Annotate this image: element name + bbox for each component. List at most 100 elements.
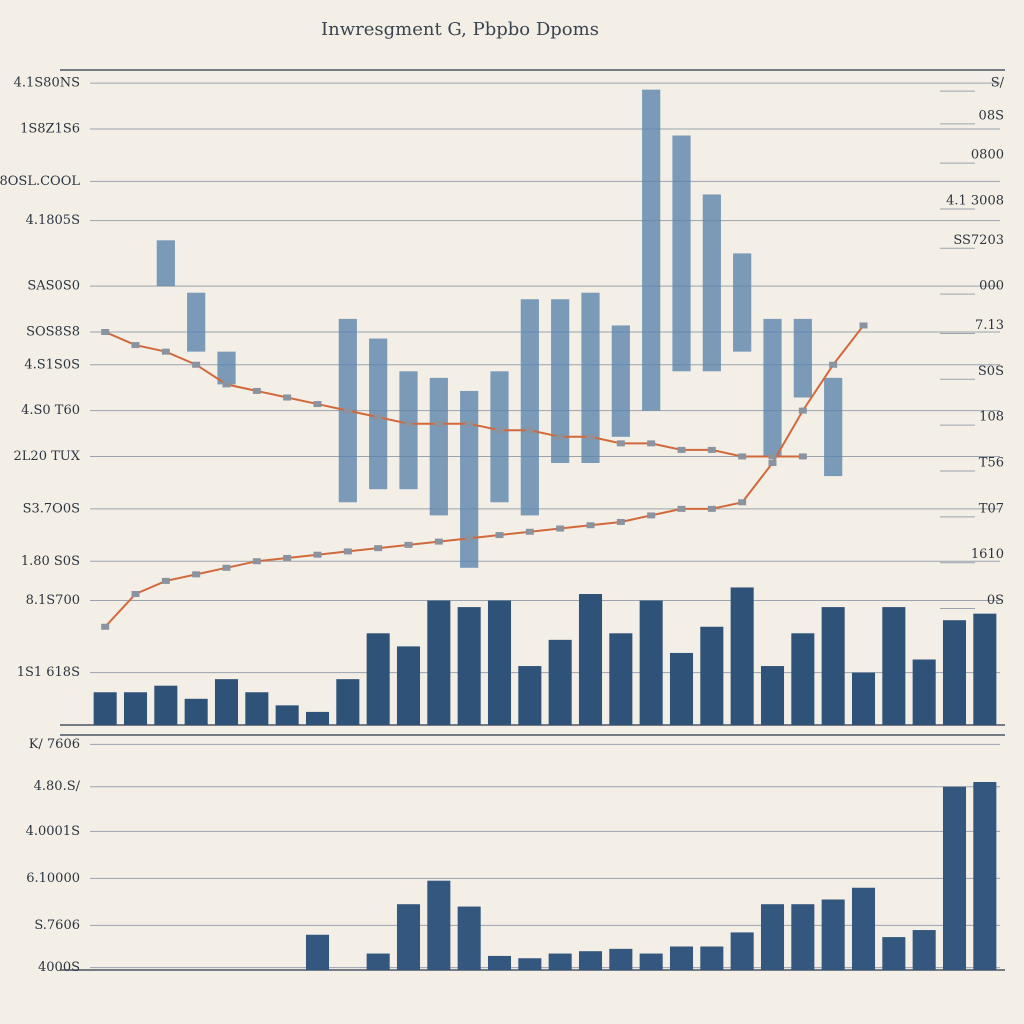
bar (548, 639, 572, 725)
line-point (768, 453, 777, 460)
line (104, 324, 865, 628)
line-point (829, 361, 838, 368)
line-point (192, 571, 201, 578)
line-point (343, 407, 352, 414)
bar (760, 904, 785, 970)
bar (518, 958, 542, 970)
bar (609, 633, 633, 725)
y2-tick-label: 4.1 3008 (946, 194, 1004, 209)
line-point (404, 420, 413, 427)
y-tick-label: 4.80.S/ (34, 779, 81, 794)
bar (366, 953, 390, 970)
bar (427, 600, 451, 725)
line-point (222, 381, 231, 388)
line-point (768, 460, 777, 466)
y2-tick-label: 0S (987, 593, 1004, 608)
bar (791, 633, 815, 725)
bar (639, 600, 663, 725)
bar (396, 646, 421, 725)
line (104, 331, 803, 458)
y-tick-label: 4.1S80NS (14, 76, 80, 91)
line-point (222, 564, 231, 571)
y-tick-label: 8.1S700 (26, 593, 80, 608)
bar (942, 620, 967, 725)
line-point (616, 440, 625, 447)
range-bar (642, 89, 661, 411)
bar (487, 600, 512, 725)
bar (487, 955, 512, 970)
bar (639, 953, 663, 970)
line-point (434, 420, 443, 427)
line-point (586, 522, 595, 529)
bar (245, 692, 269, 725)
y2-tick-label: 7.13 (975, 318, 1004, 333)
bar (366, 633, 390, 725)
y2-tick-label: S0S (978, 364, 1004, 379)
y-tick-label: 4.0001S (26, 824, 80, 839)
line-point (374, 414, 383, 421)
range-bar (520, 299, 539, 516)
line-point (586, 433, 595, 440)
y-tick-label: 1S8Z1S6 (20, 121, 80, 136)
line-point (556, 525, 565, 532)
range-bar (763, 318, 782, 457)
bar (942, 786, 967, 970)
bar (275, 705, 299, 725)
y2-tick-label: 08S (979, 108, 1004, 123)
y-tick-label: 4.S0 T60 (21, 403, 80, 418)
line-point (465, 535, 474, 542)
line-point (313, 551, 322, 558)
range-bar (611, 325, 630, 437)
range-bar (156, 240, 175, 287)
bar (730, 932, 754, 970)
bar (184, 698, 208, 725)
range-bar (551, 299, 570, 463)
line-point (101, 623, 110, 630)
range-bar (490, 371, 509, 503)
y-tick-label: 4.1805S (26, 213, 80, 228)
range-bar (793, 318, 812, 398)
bar (851, 887, 876, 970)
bar (396, 904, 421, 970)
y-tick-label: 8OSL.COOL (0, 174, 80, 189)
bar (336, 679, 360, 725)
y2-tick-label: 000 (979, 279, 1004, 294)
bar (123, 692, 148, 725)
bar (214, 679, 239, 725)
y2-tick-label: T56 (979, 456, 1004, 471)
y-tick-label: 1.80 S0S (21, 554, 80, 569)
bar (882, 937, 906, 970)
bar (851, 672, 876, 725)
bar (821, 607, 845, 725)
y-tick-label: 4.S1S0S (24, 357, 80, 372)
line-point (616, 518, 625, 525)
bar (578, 951, 603, 970)
range-bar (702, 194, 721, 372)
y-tick-label: SAS0S0 (27, 279, 80, 294)
line-point (677, 446, 686, 453)
line-point (738, 499, 747, 506)
bar (912, 659, 936, 725)
y2-tick-label: 0800 (971, 148, 1004, 163)
bar (548, 953, 572, 970)
line-point (798, 453, 807, 460)
chart-title: Inwresgment G, Pbpbo Dpoms (321, 19, 599, 40)
line-point (192, 361, 201, 368)
y-tick-label: 4000S (38, 960, 80, 975)
bar (912, 930, 936, 970)
bar (882, 607, 906, 725)
line-point (738, 453, 747, 460)
range-bar (581, 292, 600, 463)
bar (93, 692, 117, 725)
y-tick-label: S.7606 (34, 918, 80, 933)
bar (700, 626, 724, 725)
bar (154, 685, 178, 725)
line-point (131, 342, 140, 349)
range-bar (369, 338, 388, 490)
y-tick-label: K/ 7606 (29, 737, 80, 752)
bar (700, 946, 724, 970)
y2-tick-label: 108 (979, 410, 1004, 425)
line-point (798, 407, 807, 414)
bar (760, 666, 785, 725)
